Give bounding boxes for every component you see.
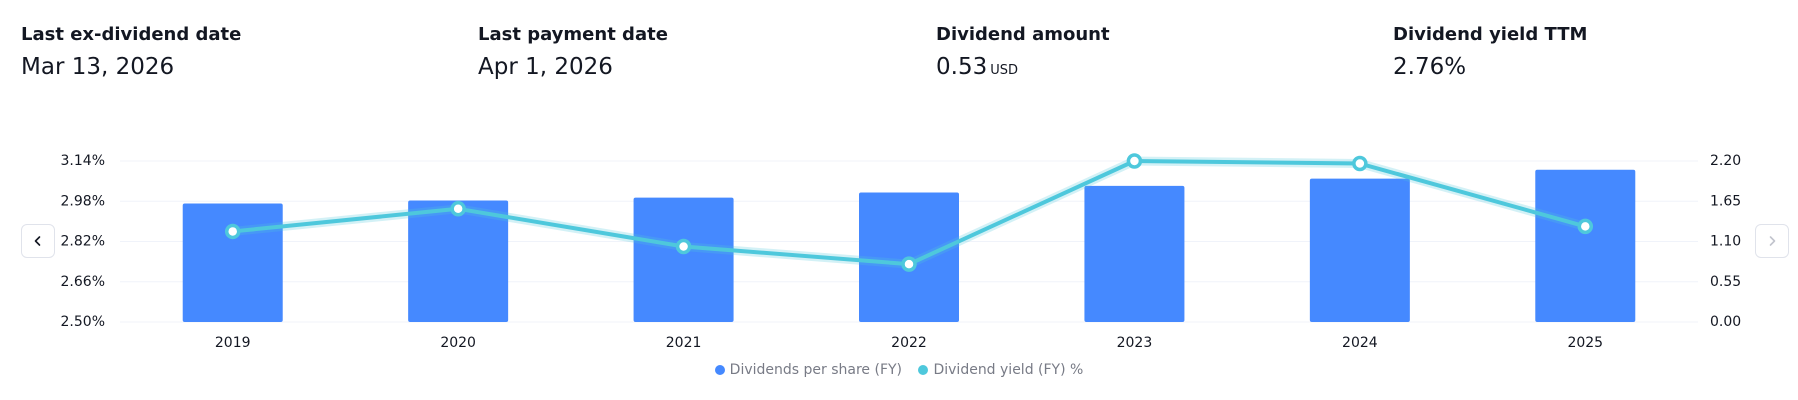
point-dividend-yield-2023 xyxy=(1126,153,1143,169)
stat-unit: USD xyxy=(990,63,1018,78)
x-axis-tick-label: 2022 xyxy=(891,335,927,351)
point-dividend-yield-2021 xyxy=(675,238,692,255)
stat-value: 0.53 xyxy=(936,54,988,80)
stat-dividend-yield-ttm: Dividend yield TTM 2.76% xyxy=(1393,24,1587,82)
right-axis-tick-label: 2.20 xyxy=(1710,153,1741,169)
chevron-left-icon xyxy=(34,236,41,246)
stat-label: Dividend amount xyxy=(936,24,1110,45)
dividend-stats: Last ex-dividend date Mar 13, 2026 Last … xyxy=(0,0,1798,110)
left-axis-tick-label: 2.98% xyxy=(61,193,105,209)
point-dividend-yield-2020 xyxy=(450,201,466,217)
legend-item-dividends-per-share[interactable]: Dividends per share (FY) xyxy=(714,362,903,378)
left-axis-tick-label: 2.66% xyxy=(61,274,105,290)
stat-ex-dividend-date: Last ex-dividend date Mar 13, 2026 xyxy=(21,24,241,82)
stat-value: Apr 1, 2026 xyxy=(478,54,613,80)
stat-label: Last ex-dividend date xyxy=(21,24,242,45)
x-axis-tick-label: 2025 xyxy=(1567,335,1603,351)
left-axis-tick-label: 3.14% xyxy=(61,153,105,169)
right-axis-tick-label: 0.55 xyxy=(1710,274,1741,290)
legend-label: Dividends per share (FY) xyxy=(729,362,903,378)
bar-dividends-per-share-2019 xyxy=(182,203,283,322)
stat-dividend-amount: Dividend amount 0.53 USD xyxy=(936,24,1110,86)
legend-swatch xyxy=(918,365,929,375)
legend-label: Dividend yield (FY) % xyxy=(933,362,1084,378)
x-axis-tick-label: 2024 xyxy=(1342,335,1378,351)
stat-label: Last payment date xyxy=(478,24,668,45)
x-axis-tick-label: 2023 xyxy=(1117,335,1153,351)
next-button[interactable] xyxy=(1755,224,1789,258)
dividend-chart: 3.14% 2.20 2.98% 1.65 2.82% 1.10 2.66% 0.55 2.50… xyxy=(61,153,1742,351)
x-axis-tick-label: 2020 xyxy=(440,335,476,351)
legend-swatch xyxy=(714,365,725,375)
right-axis-tick-label: 1.65 xyxy=(1710,193,1741,209)
stat-payment-date: Last payment date Apr 1, 2026 xyxy=(478,24,668,82)
chevron-right-icon xyxy=(1769,236,1776,246)
stat-value: Mar 13, 2026 xyxy=(21,54,175,80)
stat-label: Dividend yield TTM xyxy=(1393,24,1588,45)
bar-dividends-per-share-2024 xyxy=(1309,178,1410,322)
stat-value: 2.76% xyxy=(1393,54,1467,80)
point-dividend-yield-2025 xyxy=(1577,218,1594,235)
point-dividend-yield-2022 xyxy=(901,256,917,272)
left-axis-tick-label: 2.82% xyxy=(61,234,105,250)
left-axis-tick-label: 2.50% xyxy=(61,314,105,330)
bar-dividends-per-share-2021 xyxy=(633,197,734,322)
point-dividend-yield-2024 xyxy=(1352,155,1368,172)
x-axis-tick-label: 2021 xyxy=(666,335,702,351)
chart-legend: Dividends per share (FY) Dividend yield … xyxy=(0,362,1798,379)
prev-button[interactable] xyxy=(21,224,55,258)
stat-value-row: 0.53 USD xyxy=(936,52,1110,86)
bar-dividends-per-share-2025 xyxy=(1535,169,1636,322)
right-axis-tick-label: 1.10 xyxy=(1710,234,1741,250)
right-axis-tick-label: 0.00 xyxy=(1710,314,1741,330)
point-dividend-yield-2019 xyxy=(224,223,241,240)
x-axis-tick-label: 2019 xyxy=(215,335,251,351)
bar-dividends-per-share-2023 xyxy=(1084,185,1185,322)
legend-item-dividend-yield[interactable]: Dividend yield (FY) % xyxy=(918,362,1083,378)
bar-dividends-per-share-2020 xyxy=(408,200,509,322)
